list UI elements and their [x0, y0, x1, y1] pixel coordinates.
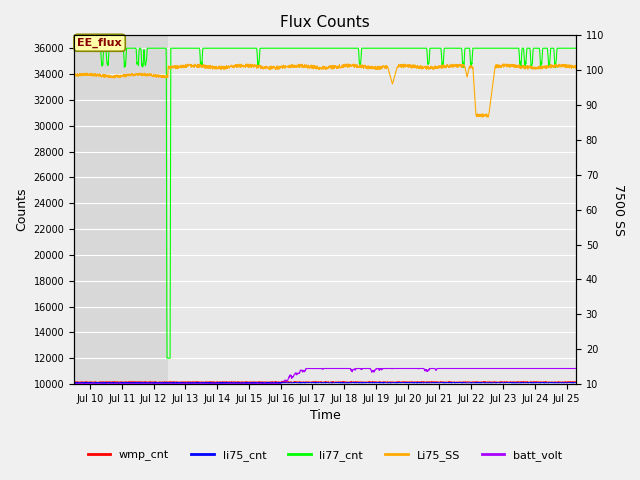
- Bar: [74, 36, 168, 384]
- Legend: wmp_cnt, li75_cnt, li77_cnt, Li75_SS, batt_volt: wmp_cnt, li75_cnt, li77_cnt, Li75_SS, ba…: [83, 446, 567, 466]
- Text: EE_flux: EE_flux: [77, 37, 122, 48]
- Y-axis label: 7500 SS: 7500 SS: [612, 184, 625, 236]
- Bar: [168, 36, 576, 384]
- Title: Flux Counts: Flux Counts: [280, 15, 370, 30]
- X-axis label: Time: Time: [310, 409, 340, 422]
- Y-axis label: Counts: Counts: [15, 188, 28, 231]
